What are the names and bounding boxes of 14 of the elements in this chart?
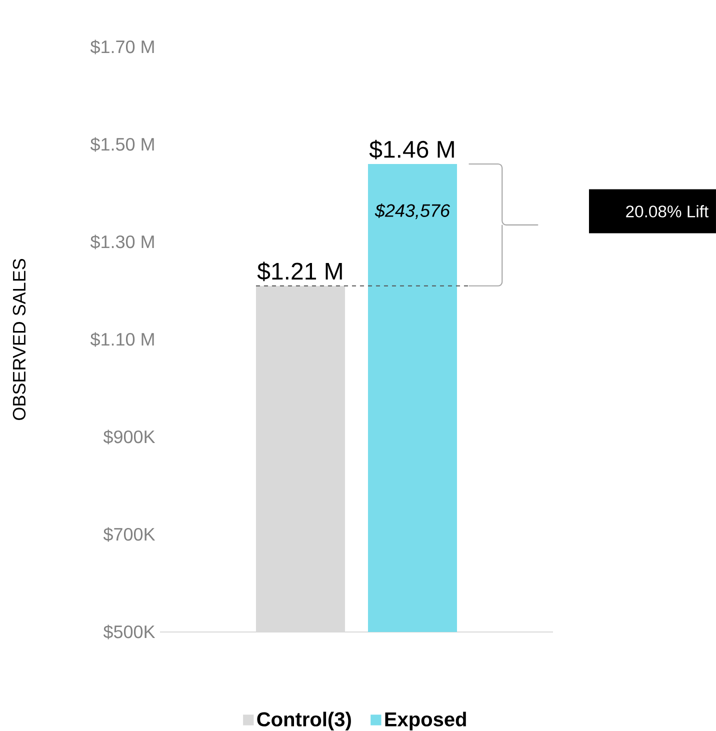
y-tick-label: $1.10 M — [90, 332, 154, 347]
y-tick-label: $500K — [103, 624, 156, 640]
text: 20.08% Lift — [626, 205, 709, 218]
y-tick-label: $700K — [103, 527, 156, 542]
y-axis-title: OBSERVED SALES — [12, 258, 26, 420]
legend-label: Control(3) — [257, 712, 351, 730]
y-tick-label: $1.30 M — [90, 234, 154, 250]
y-tick-label: $1.50 M — [90, 137, 154, 152]
y-tick-label: $900K — [103, 430, 156, 444]
data-label: $1.21 M — [257, 262, 342, 282]
annotation: $243,576 — [374, 203, 450, 220]
y-tick-label: $1.70 M — [90, 40, 154, 54]
data-label: $1.46 M — [369, 140, 454, 160]
legend-label: Exposed — [385, 712, 466, 730]
